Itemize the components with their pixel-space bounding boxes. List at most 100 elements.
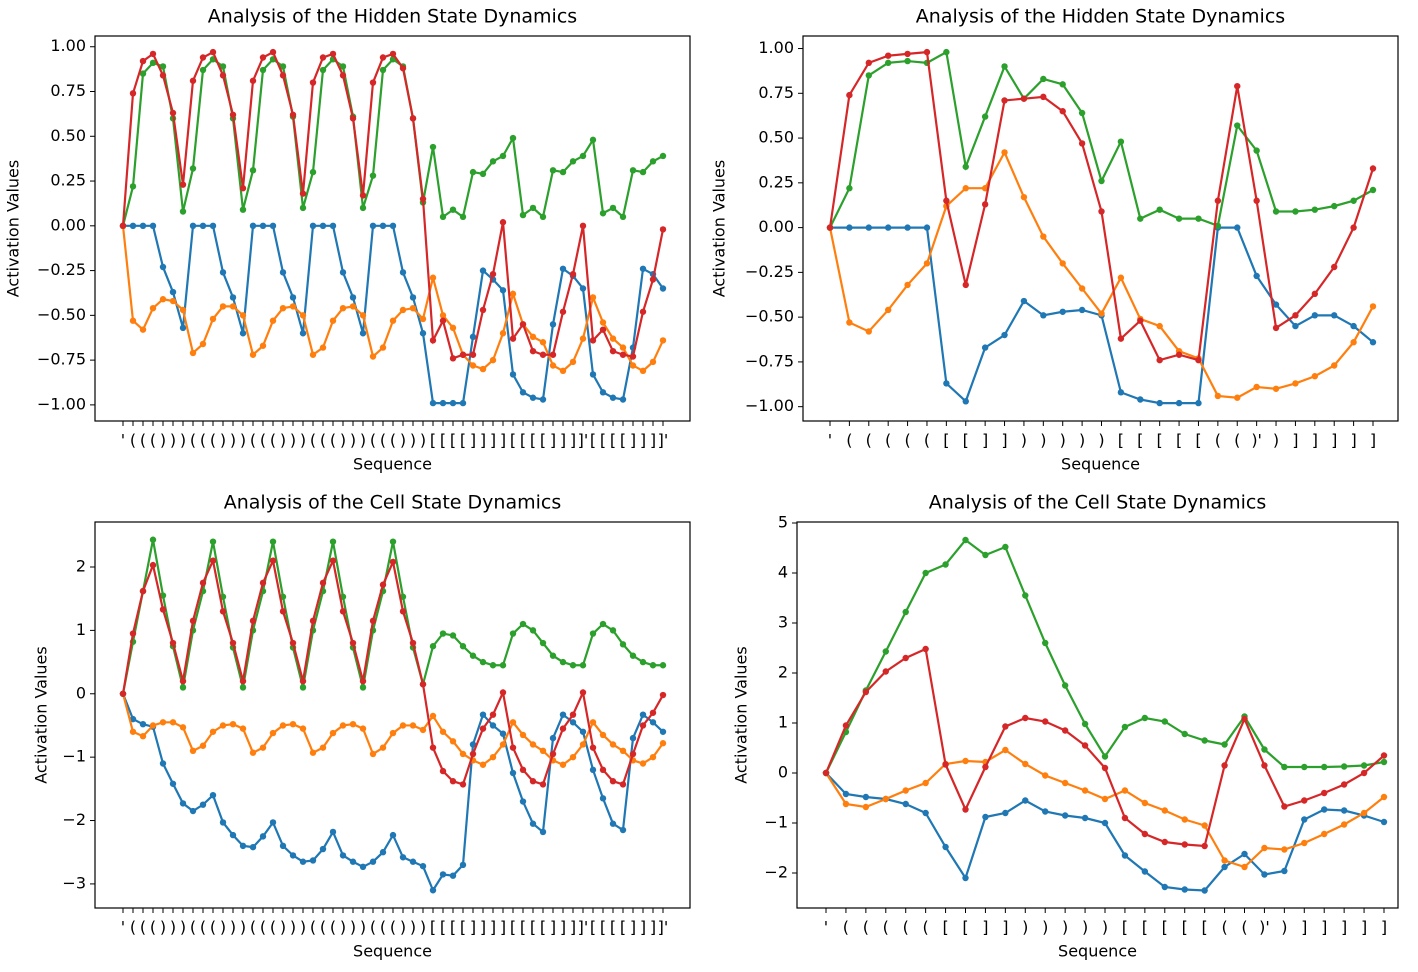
x-tick-label: ) [160,431,166,450]
data-point [1002,746,1009,754]
data-point [599,620,607,628]
x-tick-label: ( [270,918,276,937]
y-tick-label: 2 [778,663,788,682]
data-point [529,820,537,827]
data-point [865,72,872,79]
data-point [589,136,597,144]
data-point [1042,808,1049,815]
data-point [519,211,527,219]
data-point [119,690,127,697]
series-line [828,149,1374,399]
data-point [389,50,397,58]
x-tick-label: [ [540,918,546,937]
data-point [884,224,892,231]
x-tick-label: ] [1292,431,1298,450]
data-point [639,760,647,767]
data-point [599,389,607,396]
data-point [1234,122,1241,129]
data-point [469,362,477,369]
x-tick-label: ] [470,918,476,937]
data-point [259,833,267,840]
data-point [1020,297,1028,305]
x-tick-label: ) [280,918,286,937]
data-point [1301,763,1308,771]
data-point [519,389,527,396]
x-tick-label: ] [480,431,486,450]
data-point [559,658,567,666]
data-point [569,719,577,726]
data-point [942,561,949,568]
x-tick-label: ) [170,431,176,450]
data-point [419,195,427,203]
axes-frame [94,521,691,909]
data-point [1253,383,1260,391]
x-tick-label: ] [1312,431,1318,450]
data-point [359,677,367,685]
y-axis-label: Activation Values [710,160,729,297]
x-tick-label: ( [130,918,136,937]
data-point [846,185,853,192]
data-point [349,639,357,647]
y-tick-label: −0.50 [745,307,794,326]
data-point [1022,797,1029,804]
data-point [569,753,577,761]
data-point [269,317,277,324]
data-point [619,781,627,788]
data-point [659,285,667,292]
data-point [1121,787,1129,794]
y-tick-label: 1.00 [758,38,794,57]
x-tick-label: ) [290,431,296,450]
data-point [1141,799,1149,807]
data-point [904,57,911,65]
data-point [509,371,517,378]
data-point [479,711,487,718]
data-point [179,677,187,685]
data-point [429,712,437,720]
data-point [169,109,177,117]
x-tick-label: [ [540,431,546,450]
x-tick-label: ) [350,918,356,937]
data-point [439,399,447,407]
data-point [509,744,517,751]
data-point [1101,795,1109,803]
data-point [923,224,931,231]
data-point [539,747,547,755]
x-tick-label: [ [510,431,516,450]
data-point [319,54,327,61]
data-point [369,353,377,360]
x-tick-label: ] [560,431,566,450]
data-point [469,741,477,748]
y-tick-label: −0.25 [745,262,794,281]
x-tick-label: ( [210,918,216,937]
data-point [1137,317,1144,324]
y-tick-label: −0.75 [745,351,794,370]
data-point [1201,822,1208,829]
data-point [239,725,247,732]
y-tick-label: 0.75 [758,83,794,102]
y-axis-label: Activation Values [4,160,23,297]
data-point [309,857,317,864]
x-tick-label: [ [1195,431,1201,450]
x-tick-label: ] [550,918,556,937]
x-tick-label: ]' [658,431,669,450]
data-point [479,170,487,178]
data-point [1281,763,1288,771]
subplot-title: Analysis of the Cell State Dynamics [929,492,1266,514]
data-point [1369,165,1377,172]
data-point [1380,818,1388,826]
data-point [1141,868,1149,875]
data-point [1272,324,1280,332]
data-point [289,639,297,647]
x-tick-label: ) [160,918,166,937]
data-point [884,306,892,314]
data-point [409,304,417,312]
data-point [549,750,557,758]
x-tick-label: [ [1118,431,1124,450]
data-point [981,113,989,120]
y-tick-label: 5 [778,513,788,532]
x-tick-label: ] [1361,918,1367,937]
data-point [1098,310,1105,317]
data-point [1340,821,1348,828]
series-line [824,647,1385,848]
x-tick-label: [ [620,918,626,937]
